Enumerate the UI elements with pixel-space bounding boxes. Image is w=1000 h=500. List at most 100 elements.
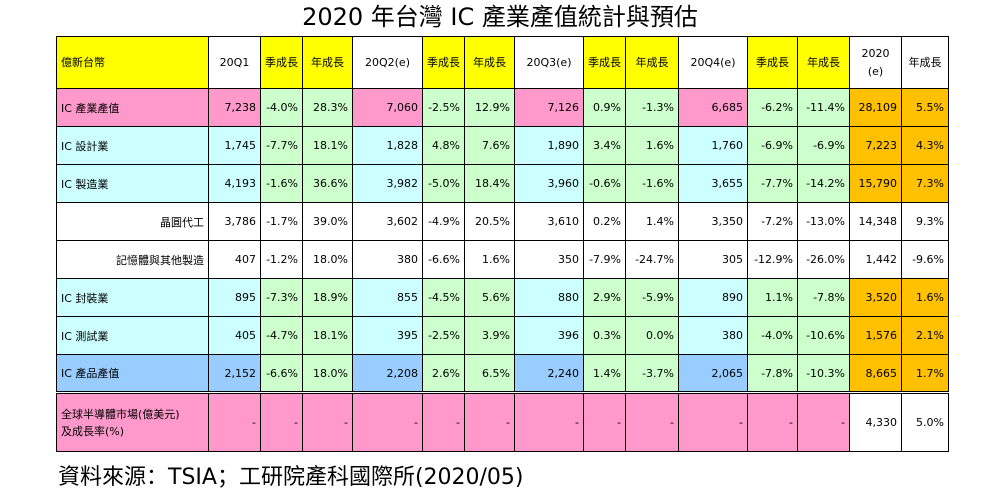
- row-label: IC 設計業: [56, 126, 209, 165]
- table-cell: 36.6%: [302, 164, 353, 203]
- table-cell: 396: [514, 316, 584, 355]
- table-cell: 4,193: [208, 164, 261, 203]
- table-cell: -26.0%: [797, 240, 850, 279]
- table-cell: -1.6%: [260, 164, 303, 203]
- table-cell: -: [678, 391, 748, 452]
- table-cell: 4.3%: [901, 126, 949, 165]
- table-cell: 2.9%: [583, 278, 626, 317]
- table-cell: 2.1%: [901, 316, 949, 355]
- table-cell: -: [464, 391, 515, 452]
- table-cell: 1,442: [849, 240, 902, 279]
- ic-industry-table: 億新台幣 20Q1 季成長 年成長 20Q2(e) 季成長 年成長 20Q3(e) 季成長 年成長…: [56, 36, 949, 452]
- table-cell: 7,238: [208, 88, 261, 127]
- table-cell: 1.4%: [583, 354, 626, 393]
- table-cell: 6,685: [678, 88, 748, 127]
- table-cell: 8,665: [849, 354, 902, 393]
- table-cell: -7.9%: [583, 240, 626, 279]
- table-cell: 880: [514, 278, 584, 317]
- table-cell: 39.0%: [302, 202, 353, 241]
- table-cell: 0.2%: [583, 202, 626, 241]
- table-cell: -4.0%: [260, 88, 303, 127]
- table-cell: -5.9%: [625, 278, 679, 317]
- table-cell: 395: [352, 316, 423, 355]
- table-cell: -: [260, 391, 303, 452]
- table-cell: -6.9%: [797, 126, 850, 165]
- table-row: IC 測試業 405 -4.7% 18.1% 395 -2.5% 3.9% 396 0.3% 0.…: [56, 316, 949, 355]
- table-cell: 407: [208, 240, 261, 279]
- table-cell: -11.4%: [797, 88, 850, 127]
- table-cell: 5.0%: [901, 391, 949, 452]
- table-cell: 0.9%: [583, 88, 626, 127]
- table-cell: 1,745: [208, 126, 261, 165]
- row-label: IC 產業產值: [56, 88, 209, 127]
- table-cell: 12.9%: [464, 88, 515, 127]
- table-cell: 7.3%: [901, 164, 949, 203]
- table-cell: -1.7%: [260, 202, 303, 241]
- table-cell: 895: [208, 278, 261, 317]
- table-cell: 2,240: [514, 354, 584, 393]
- table-cell: 2,152: [208, 354, 261, 393]
- table-cell: 1.6%: [464, 240, 515, 279]
- header-cell: 年成長: [464, 36, 515, 89]
- table-cell: 3.4%: [583, 126, 626, 165]
- table-row: IC 產品產值 2,152 -6.6% 18.0% 2,208 2.6% 6.5% 2,240…: [56, 354, 949, 393]
- table-cell: 1,890: [514, 126, 584, 165]
- table-cell: -4.7%: [260, 316, 303, 355]
- header-row: 億新台幣 20Q1 季成長 年成長 20Q2(e) 季成長 年成長 20Q3(e) 季成長 年成長…: [56, 36, 949, 89]
- table-cell: 7,126: [514, 88, 584, 127]
- table-cell: 405: [208, 316, 261, 355]
- table-cell: 1.4%: [625, 202, 679, 241]
- table-cell: -1.2%: [260, 240, 303, 279]
- header-cell: 季成長: [747, 36, 798, 89]
- table-cell: 350: [514, 240, 584, 279]
- table-cell: -7.8%: [797, 278, 850, 317]
- table-cell: -12.9%: [747, 240, 798, 279]
- table-cell: 14,348: [849, 202, 902, 241]
- header-cell: 季成長: [260, 36, 303, 89]
- header-cell: 20Q2(e): [352, 36, 423, 89]
- table-cell: -7.2%: [747, 202, 798, 241]
- table-cell: -: [302, 391, 353, 452]
- table-cell: 890: [678, 278, 748, 317]
- table-row: IC 產業產值 7,238 -4.0% 28.3% 7,060 -2.5% 12.9% 7,1…: [56, 88, 949, 127]
- table-cell: -24.7%: [625, 240, 679, 279]
- header-cell: 2020 (e): [849, 36, 902, 89]
- table-cell: -7.3%: [260, 278, 303, 317]
- page-title: 2020 年台灣 IC 產業產值統計與預估: [302, 3, 698, 31]
- table-cell: -: [625, 391, 679, 452]
- table-cell: -6.9%: [747, 126, 798, 165]
- table-cell: 18.1%: [302, 126, 353, 165]
- table-cell: 3,610: [514, 202, 584, 241]
- table-cell: -6.2%: [747, 88, 798, 127]
- table-cell: 1,760: [678, 126, 748, 165]
- header-cell: 20Q3(e): [514, 36, 584, 89]
- table-cell: 7,060: [352, 88, 423, 127]
- row-label: IC 產品產值: [56, 354, 209, 393]
- table-cell: -: [583, 391, 626, 452]
- header-unit: 億新台幣: [56, 36, 209, 89]
- table-cell: 28.3%: [302, 88, 353, 127]
- table-cell: -: [352, 391, 423, 452]
- row-label: IC 封裝業: [56, 278, 209, 317]
- table-cell: 0.3%: [583, 316, 626, 355]
- table-cell: 28,109: [849, 88, 902, 127]
- table-cell: -9.6%: [901, 240, 949, 279]
- row-label: 記憶體與其他製造: [56, 240, 209, 279]
- row-label: 全球半導體市場(億美元) 及成長率(%): [56, 391, 209, 452]
- header-cell: 年成長: [625, 36, 679, 89]
- table-cell: 18.9%: [302, 278, 353, 317]
- table-cell: -: [747, 391, 798, 452]
- table-cell: 4.8%: [422, 126, 465, 165]
- table-cell: 1.7%: [901, 354, 949, 393]
- table-cell: -5.0%: [422, 164, 465, 203]
- table-cell: -4.9%: [422, 202, 465, 241]
- table-cell: -10.3%: [797, 354, 850, 393]
- table-row: IC 製造業 4,193 -1.6% 36.6% 3,982 -5.0% 18.4% 3,96…: [56, 164, 949, 203]
- table-cell: 3,786: [208, 202, 261, 241]
- table-cell: -6.6%: [260, 354, 303, 393]
- table-cell: 3,520: [849, 278, 902, 317]
- table-cell: 1,828: [352, 126, 423, 165]
- table-cell: -7.7%: [260, 126, 303, 165]
- table-cell: -2.5%: [422, 88, 465, 127]
- table-cell: 3,982: [352, 164, 423, 203]
